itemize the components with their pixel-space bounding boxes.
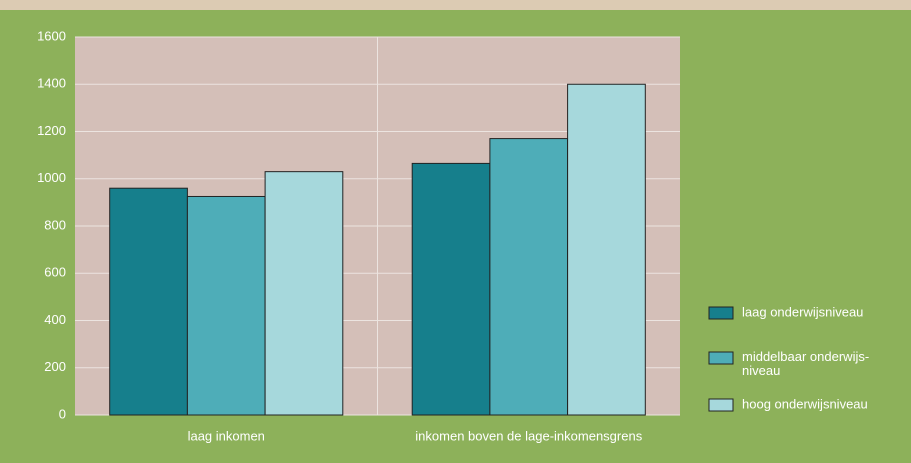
y-tick-label: 1400 — [37, 76, 66, 91]
y-tick-label: 400 — [44, 312, 66, 327]
y-tick-label: 600 — [44, 265, 66, 280]
y-tick-label: 1000 — [37, 170, 66, 185]
bar — [109, 187, 188, 416]
legend-swatch — [708, 351, 734, 365]
x-tick-label: inkomen boven de lage-inkomensgrens — [415, 428, 642, 443]
bar — [186, 195, 266, 416]
legend-label: laag onderwijsniveau — [742, 304, 863, 319]
legend-label: middelbaar onderwijs-niveau — [742, 349, 869, 378]
y-tick-label: 0 — [59, 406, 66, 421]
legend-label: hoog onderwijsniveau — [742, 396, 868, 411]
bar — [489, 138, 569, 416]
y-tick-label: 1600 — [37, 28, 66, 43]
legend-swatch — [708, 306, 734, 320]
x-tick-label: laag inkomen — [188, 428, 265, 443]
bar — [264, 171, 344, 416]
bar — [411, 162, 491, 416]
legend-swatch — [708, 398, 734, 412]
top-strip — [0, 0, 911, 10]
y-tick-label: 1200 — [37, 123, 66, 138]
y-tick-label: 800 — [44, 217, 66, 232]
y-tick-label: 200 — [44, 359, 66, 374]
bar — [567, 83, 646, 416]
